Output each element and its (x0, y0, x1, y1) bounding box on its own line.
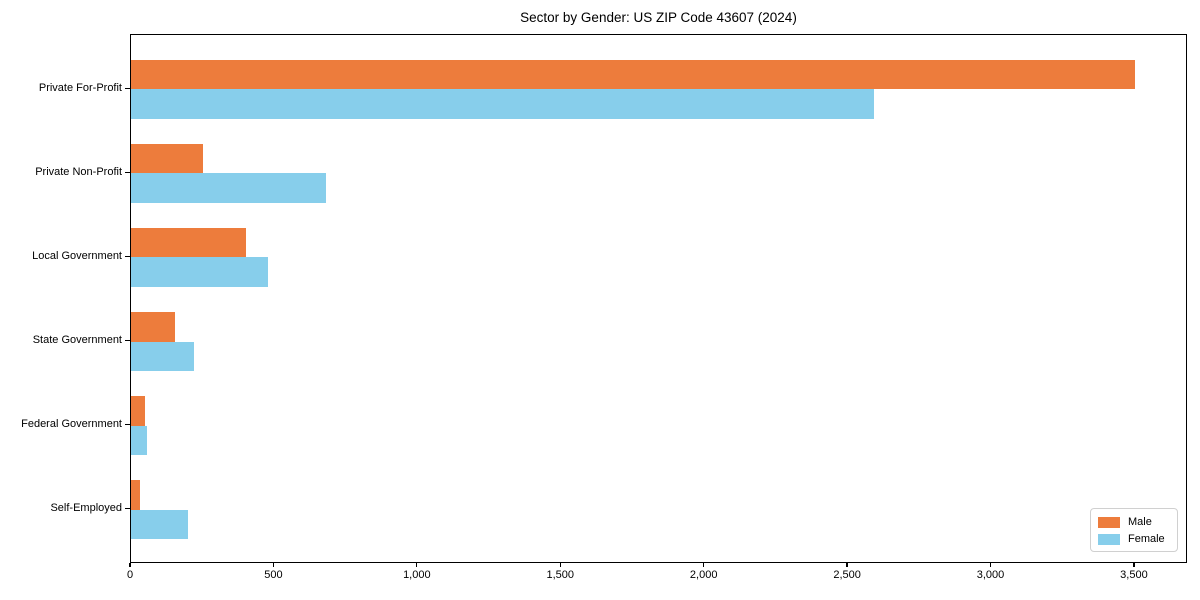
x-tick-label: 500 (264, 569, 283, 581)
x-tick-label: 3,500 (1120, 569, 1148, 581)
y-tick-label: Local Government (32, 249, 122, 262)
legend: Male Female (1090, 508, 1178, 552)
chart-title: Sector by Gender: US ZIP Code 43607 (202… (520, 10, 797, 25)
bar-male (131, 228, 246, 258)
legend-item-male: Male (1098, 515, 1170, 530)
y-tick (125, 424, 130, 426)
bar-male (131, 396, 145, 426)
legend-item-female: Female (1098, 532, 1170, 547)
bar-female (131, 425, 148, 456)
legend-swatch-female-icon (1098, 534, 1120, 545)
legend-label-male: Male (1128, 516, 1152, 528)
bar-female (131, 89, 874, 119)
x-tick (559, 563, 561, 567)
plot-area (130, 34, 1187, 563)
x-tick-label: 2,500 (833, 569, 861, 581)
legend-label-female: Female (1128, 533, 1165, 545)
bar-female (131, 173, 327, 203)
x-tick-label: 1,500 (546, 569, 575, 581)
x-tick-label: 1,000 (403, 569, 431, 581)
bar-male (131, 59, 1135, 90)
x-tick (703, 563, 705, 567)
bar-female (131, 509, 188, 540)
x-tick (272, 563, 274, 567)
bar-female (131, 257, 268, 287)
x-tick (1133, 563, 1135, 567)
y-tick-label: Private For-Profit (38, 81, 122, 94)
y-tick (125, 255, 130, 258)
bar-female (131, 341, 194, 371)
y-tick (125, 508, 130, 510)
bar-male (131, 480, 140, 510)
x-tick-label: 2,000 (689, 569, 718, 581)
bar-male (131, 143, 204, 174)
y-tick-label: State Government (32, 334, 122, 347)
x-tick (416, 563, 418, 567)
y-tick-label: Federal Government (21, 418, 122, 431)
y-tick (125, 339, 130, 342)
x-tick (846, 563, 848, 567)
legend-swatch-male-icon (1098, 517, 1120, 528)
x-tick-label: 3,000 (976, 569, 1005, 581)
x-tick (129, 563, 131, 567)
y-tick-label: Self-Employed (50, 502, 122, 515)
x-tick (989, 563, 992, 567)
y-tick (125, 171, 130, 173)
y-tick-label: Private Non-Profit (35, 165, 122, 178)
bar-male (131, 312, 176, 342)
y-tick (125, 87, 130, 89)
x-tick-label: 0 (126, 569, 134, 581)
